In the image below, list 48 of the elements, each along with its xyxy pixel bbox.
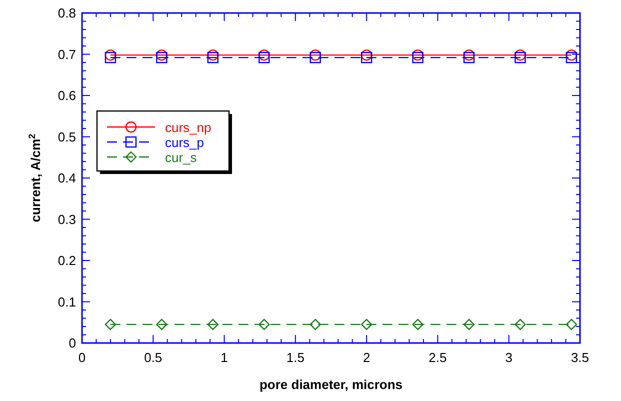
x-tick-label: 1 (220, 350, 228, 365)
point (156, 318, 168, 330)
point (360, 52, 372, 64)
point (156, 49, 168, 61)
point (360, 49, 372, 61)
point (207, 49, 219, 61)
point (310, 52, 321, 64)
point (514, 52, 526, 64)
point (463, 318, 475, 330)
y-tick-label: 0.8 (58, 6, 76, 20)
point (207, 52, 219, 64)
legend-label: curs_p (165, 135, 204, 150)
point (463, 52, 475, 64)
point (104, 318, 116, 330)
point (514, 318, 526, 330)
point (566, 52, 578, 64)
point (258, 52, 270, 64)
x-tick-label: 0 (78, 350, 86, 365)
point (360, 318, 372, 330)
point (566, 318, 578, 330)
point (310, 318, 321, 330)
point (258, 49, 270, 61)
x-axis-title: pore diameter, microns (259, 377, 403, 392)
y-tick-label: 0.5 (58, 129, 76, 144)
legend-label: curs_np (165, 120, 212, 135)
x-tick-label: 0.5 (144, 350, 162, 365)
point (156, 52, 168, 64)
y-tick-label: 0.3 (58, 212, 76, 227)
y-tick-label: 0.4 (58, 170, 76, 186)
point (463, 49, 475, 61)
point (412, 52, 424, 64)
point (207, 318, 219, 330)
legend-label: cur_s (165, 150, 198, 165)
y-tick-label: 0.1 (58, 294, 76, 310)
x-tick-label: 3.5 (570, 350, 590, 365)
point (566, 49, 578, 61)
y-tick-label: 0.6 (58, 88, 76, 103)
x-tick-label: 3 (505, 350, 512, 365)
y-tick-label: 0.7 (58, 46, 76, 62)
point (104, 52, 116, 64)
x-tick-label: 2 (362, 350, 370, 365)
x-tick-label: 2.5 (428, 350, 447, 365)
x-tick-label: 1.5 (286, 350, 304, 365)
point (412, 318, 424, 330)
point (258, 318, 270, 330)
point (104, 49, 116, 61)
y-tick-label: 0 (68, 336, 76, 350)
y-tick-label: 0.2 (58, 253, 76, 268)
